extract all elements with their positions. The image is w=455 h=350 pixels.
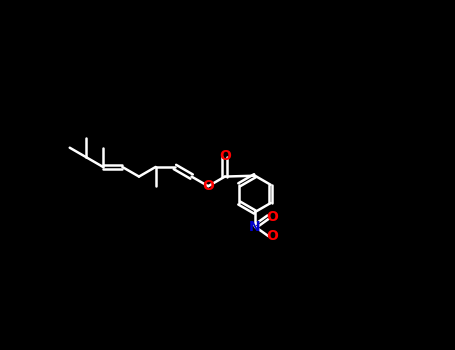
Text: O: O bbox=[267, 229, 278, 243]
Text: N: N bbox=[249, 219, 261, 233]
Text: O: O bbox=[219, 148, 231, 162]
Text: O: O bbox=[267, 210, 278, 224]
Text: O: O bbox=[202, 179, 214, 193]
